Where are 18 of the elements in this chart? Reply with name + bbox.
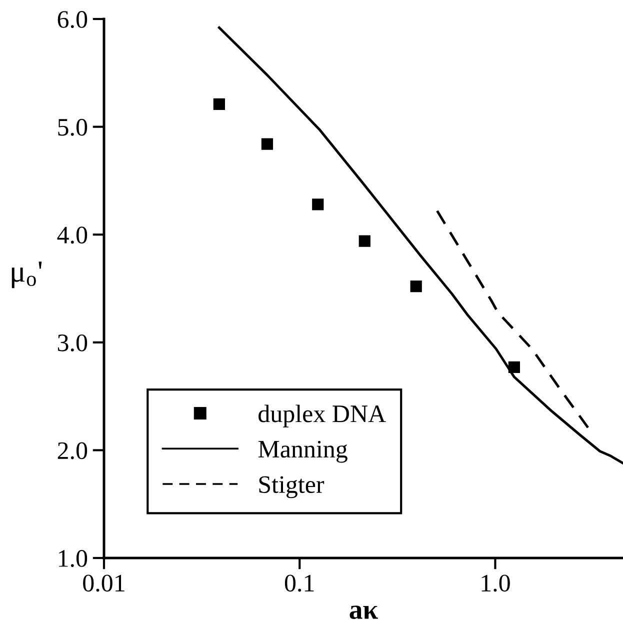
x-tick-label: 0.01 bbox=[83, 574, 124, 592]
y-axis-title: μ$_{o}$' bbox=[12, 262, 42, 288]
legend-label: Manning bbox=[258, 440, 348, 463]
x-axis-title: aκ bbox=[350, 606, 378, 619]
point bbox=[312, 198, 324, 210]
x-tick-label: 1.0 bbox=[482, 574, 510, 592]
y-tick-label: 1.0 bbox=[58, 550, 88, 568]
y-tick-label: 6.0 bbox=[58, 11, 88, 28]
y-tick-label: 4.0 bbox=[57, 226, 88, 244]
y-tick-label: 2.0 bbox=[58, 442, 88, 460]
x-tick-label: 0.1 bbox=[284, 574, 314, 592]
point bbox=[261, 138, 274, 150]
y-tick-label: 3.0 bbox=[58, 334, 88, 352]
legend-label: duplex DNA bbox=[258, 404, 386, 428]
legend-label: Stigter bbox=[259, 476, 324, 498]
point bbox=[213, 98, 225, 110]
y-tick-label: 5.0 bbox=[58, 118, 88, 136]
point bbox=[410, 280, 422, 292]
